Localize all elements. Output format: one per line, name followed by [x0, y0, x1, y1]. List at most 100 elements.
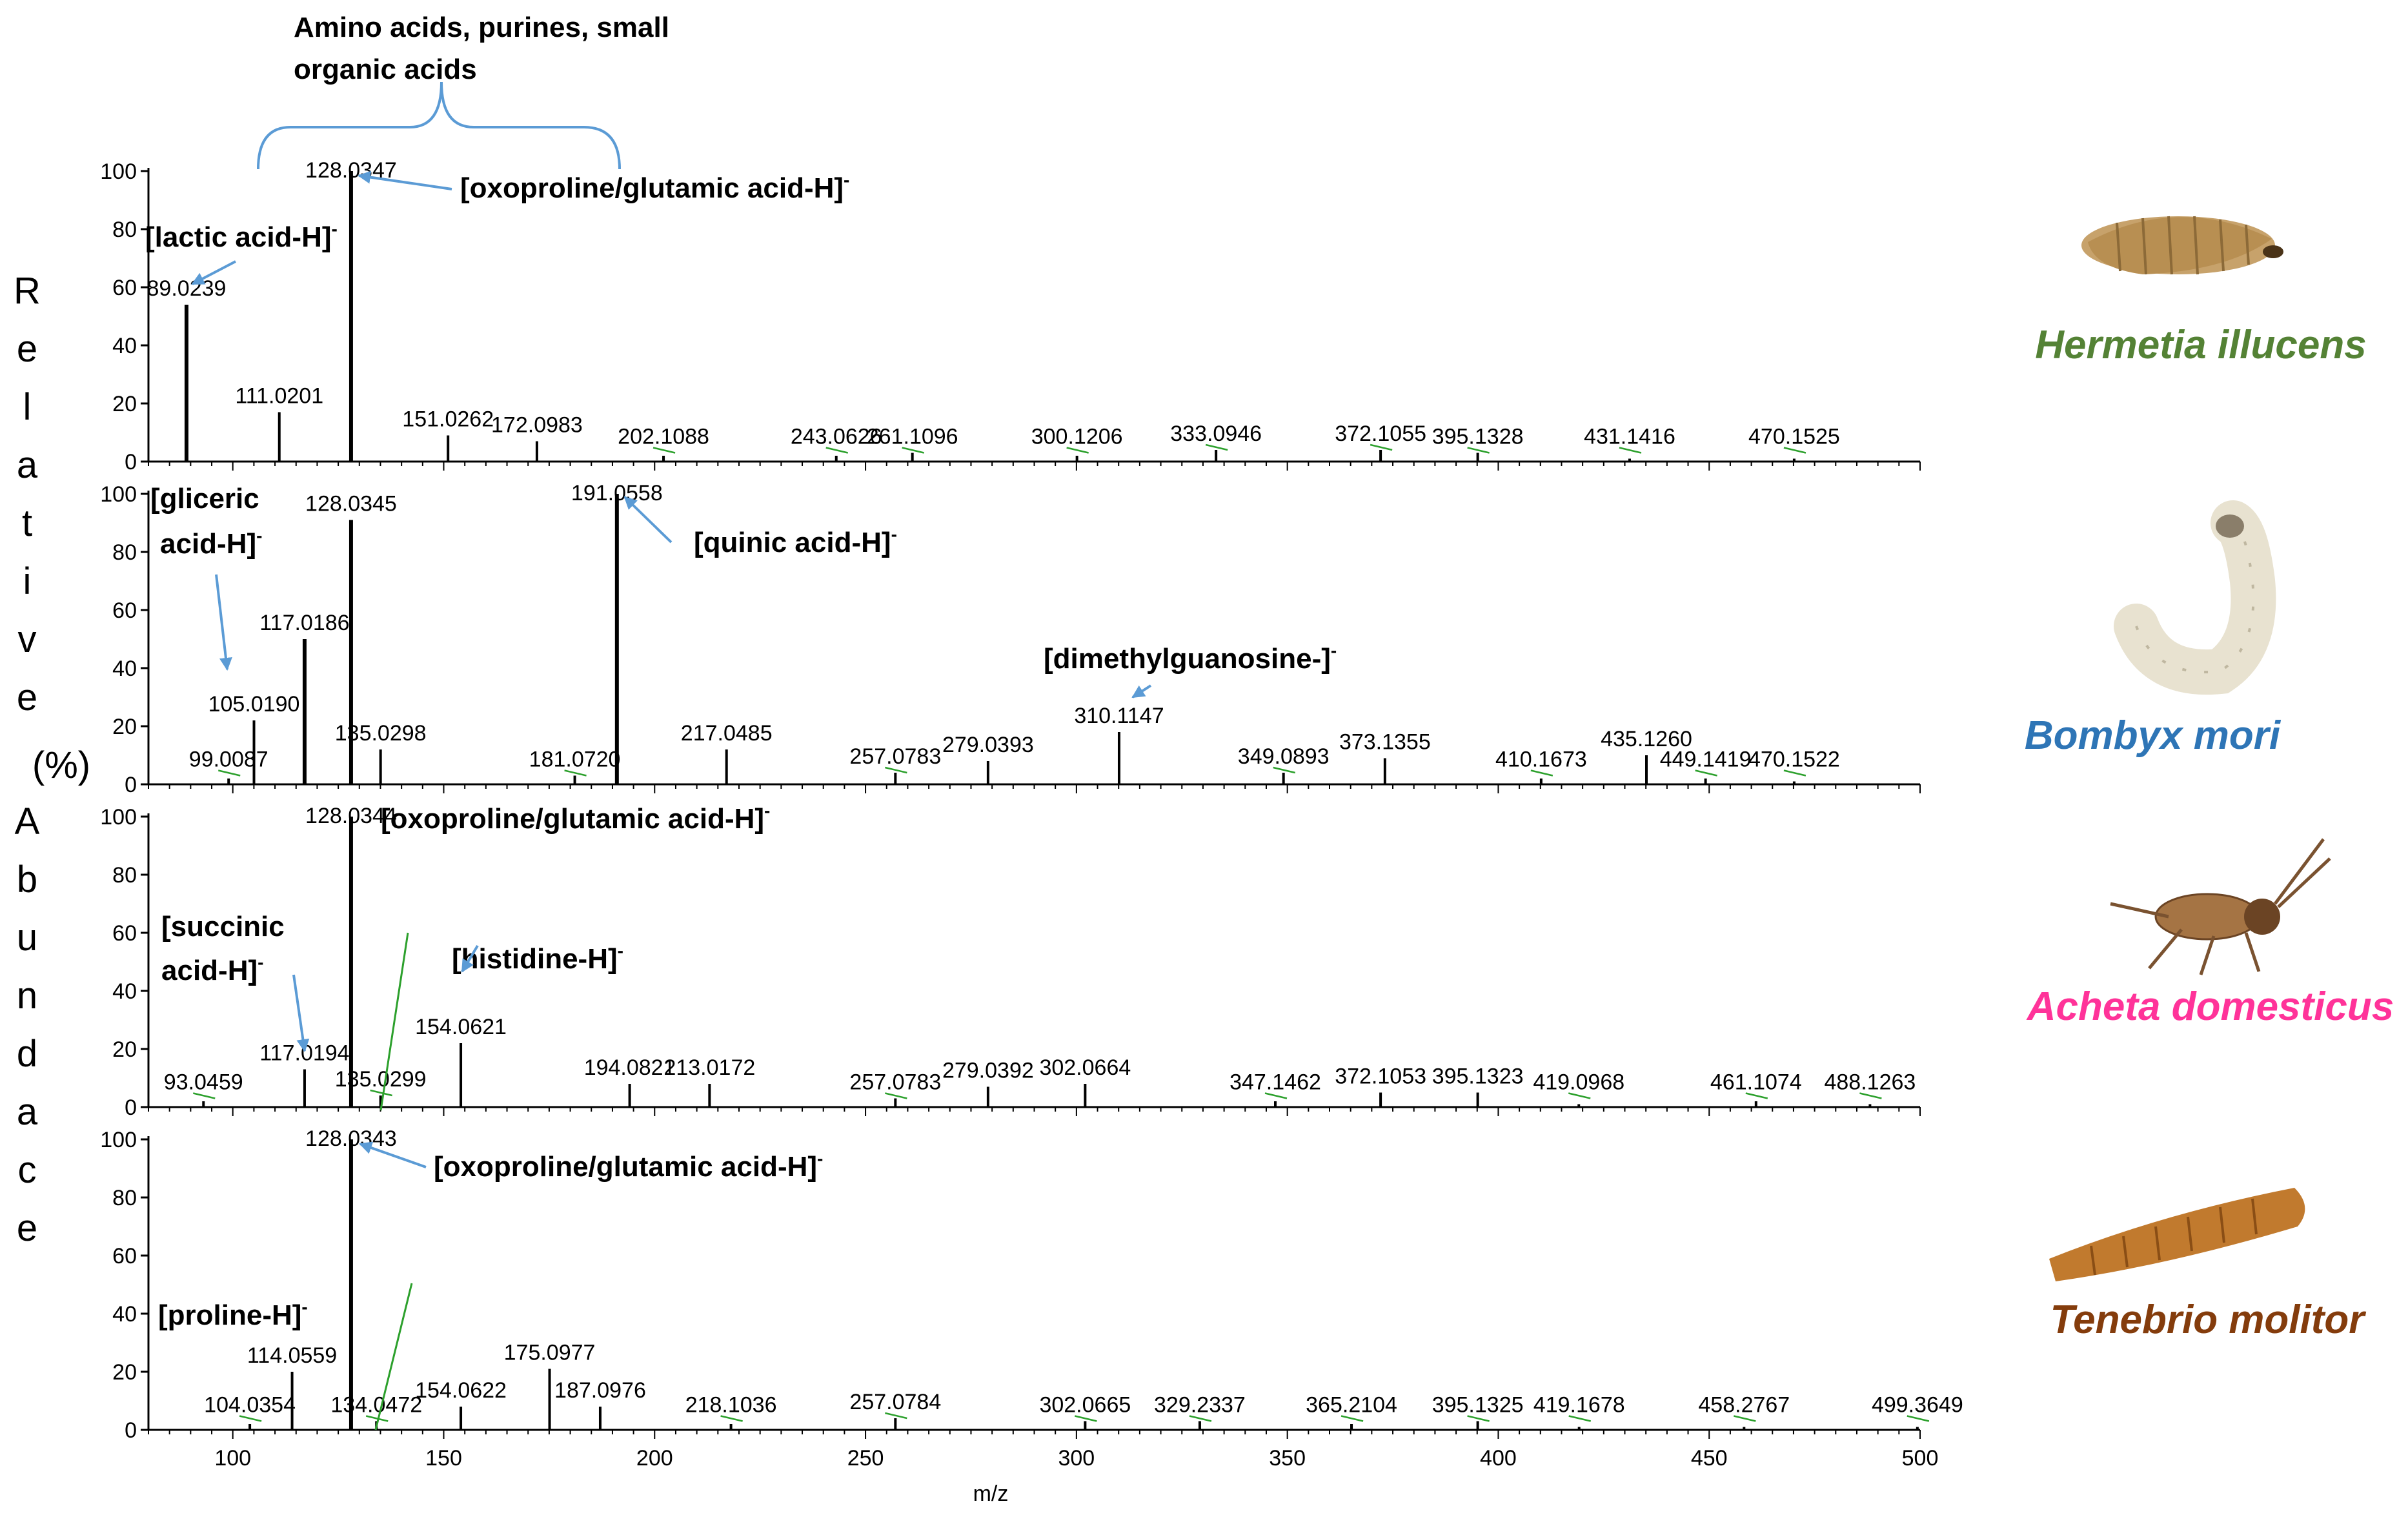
y-title-letter: R — [14, 270, 41, 312]
peak-label-leader — [1066, 447, 1089, 454]
arrow-succinic — [292, 974, 310, 1052]
y-title-letter: t — [22, 502, 32, 544]
arrow-lactic — [191, 260, 236, 285]
annotation-oxoproline-1: [oxoproline/glutamic acid-H]- — [460, 170, 849, 204]
peak-label-leader — [239, 1415, 262, 1422]
y-tick-label: 100 — [100, 1128, 137, 1152]
y-tick-label: 0 — [125, 773, 137, 797]
annotation-gliceric-line2: acid-H]- — [160, 525, 262, 560]
y-title-letter: i — [23, 560, 32, 602]
peak-label-leader — [1370, 443, 1393, 451]
peak-label-leader — [365, 1415, 389, 1422]
top-bracket — [257, 81, 621, 170]
y-title-percent: (%) — [32, 744, 90, 786]
peak-label: 488.1263 — [1824, 1070, 1916, 1095]
mealworm-illustration-tenebrio — [2049, 1188, 2305, 1281]
arrow-quinic — [623, 496, 673, 544]
y-title-letter: u — [17, 917, 37, 959]
peak-label-leader — [1568, 1415, 1591, 1422]
peak-label-leader — [1467, 447, 1490, 454]
peak-label: 257.0784 — [849, 1390, 941, 1414]
y-title-letter: c — [18, 1149, 37, 1191]
arrow-oxoproline-1 — [358, 170, 452, 190]
species-label-hermetia: Hermetia illucens — [2035, 323, 2366, 367]
peak-label: 329.2337 — [1154, 1393, 1246, 1418]
peak-label: 333.0946 — [1170, 422, 1262, 446]
y-title-letter: A — [15, 800, 40, 842]
peak-label: 128.0345 — [305, 492, 397, 516]
peak-label-leader — [218, 769, 241, 777]
peak-label: 89.0239 — [147, 276, 227, 301]
peak-label: 104.0354 — [204, 1393, 296, 1418]
y-tick-label: 80 — [112, 540, 137, 565]
y-tick-label: 20 — [112, 715, 137, 739]
spectrum-panel-acheta: 02040608010093.0459117.0194128.0344135.0… — [100, 804, 1921, 1120]
y-tick-label: 80 — [112, 1186, 137, 1210]
y-title-letter: a — [17, 1091, 38, 1133]
x-tick-label: 150 — [425, 1446, 462, 1471]
peak-label: 372.1053 — [1335, 1064, 1426, 1089]
peak-label-leader — [885, 1092, 907, 1099]
peak-label: 458.2767 — [1698, 1393, 1790, 1418]
y-tick-label: 40 — [112, 979, 137, 1004]
y-title-letter: l — [23, 386, 32, 428]
bracket-label-line1: Amino acids, purines, small — [294, 12, 669, 43]
peak-label: 175.0977 — [504, 1341, 596, 1365]
peak-label: 395.1323 — [1432, 1064, 1524, 1089]
peak-label: 213.0172 — [663, 1055, 755, 1080]
peak-label-leader — [902, 447, 924, 454]
y-tick-label: 100 — [100, 159, 137, 184]
peak-label-leader — [825, 447, 849, 454]
y-title-letter: a — [17, 444, 38, 486]
peak-label: 449.1419 — [1660, 748, 1752, 772]
peak-label: 470.1525 — [1748, 425, 1840, 449]
peak-label: 499.3649 — [1872, 1393, 1963, 1418]
spectrum-panel-hermetia: 02040608010089.0239111.0201128.0347151.0… — [100, 158, 1921, 474]
peak-label: 135.0298 — [335, 721, 427, 746]
y-tick-label: 60 — [112, 598, 137, 623]
peak-label-leader — [1189, 1415, 1212, 1422]
peak-label-leader — [885, 766, 907, 774]
y-tick-label: 80 — [112, 863, 137, 888]
cricket-illustration-acheta — [2110, 838, 2331, 975]
y-axis-title: R e l a t i v e (%) A b u n d a c e — [14, 270, 90, 1249]
y-tick-label: 60 — [112, 276, 137, 300]
leader-135-0299 — [379, 932, 409, 1111]
y-tick-label: 40 — [112, 334, 137, 358]
peak-label: 105.0190 — [208, 692, 300, 717]
peak-label: 302.0665 — [1039, 1393, 1131, 1418]
annotation-succinic-line1: [succinic — [161, 911, 285, 942]
peak-label-leader — [192, 1092, 216, 1099]
larva-illustration-hermetia — [2081, 216, 2283, 275]
y-title-letter: e — [17, 1207, 37, 1249]
y-tick-label: 0 — [125, 1418, 137, 1443]
peak-label-leader — [1341, 1415, 1364, 1422]
y-tick-label: 80 — [112, 218, 137, 242]
annotation-oxoproline-3: [oxoproline/glutamic acid-H]- — [434, 1148, 823, 1183]
peak-label: 128.0344 — [305, 804, 397, 828]
peak-label: 128.0343 — [305, 1126, 397, 1151]
y-tick-label: 100 — [100, 482, 137, 507]
annotation-lactic-acid: [lactic acid-H]- — [145, 219, 338, 253]
peak-label: 300.1206 — [1031, 425, 1123, 449]
peak-label-leader — [885, 1412, 907, 1420]
annotation-quinic-acid: [quinic acid-H]- — [694, 524, 897, 558]
peak-label: 99.0087 — [189, 748, 268, 772]
peak-label: 217.0485 — [681, 721, 773, 746]
peak-label-leader — [1467, 1415, 1490, 1422]
x-tick-label: 500 — [1902, 1446, 1939, 1471]
peak-label: 181.0720 — [529, 748, 621, 772]
y-title-letter: d — [17, 1033, 37, 1075]
peak-label-leader — [1734, 1415, 1756, 1422]
y-title-letter: e — [17, 677, 37, 718]
bracket-label-line2: organic acids — [294, 54, 477, 85]
peak-label-leader — [1273, 766, 1295, 774]
peak-label: 347.1462 — [1229, 1070, 1321, 1095]
x-tick-label: 100 — [214, 1446, 251, 1471]
annotation-arrows — [191, 170, 1152, 1168]
peak-label: 461.1074 — [1710, 1070, 1802, 1095]
peak-label-leader — [1619, 447, 1642, 454]
peak-label: 134.0472 — [330, 1393, 422, 1418]
peak-label: 279.0393 — [942, 733, 1034, 757]
